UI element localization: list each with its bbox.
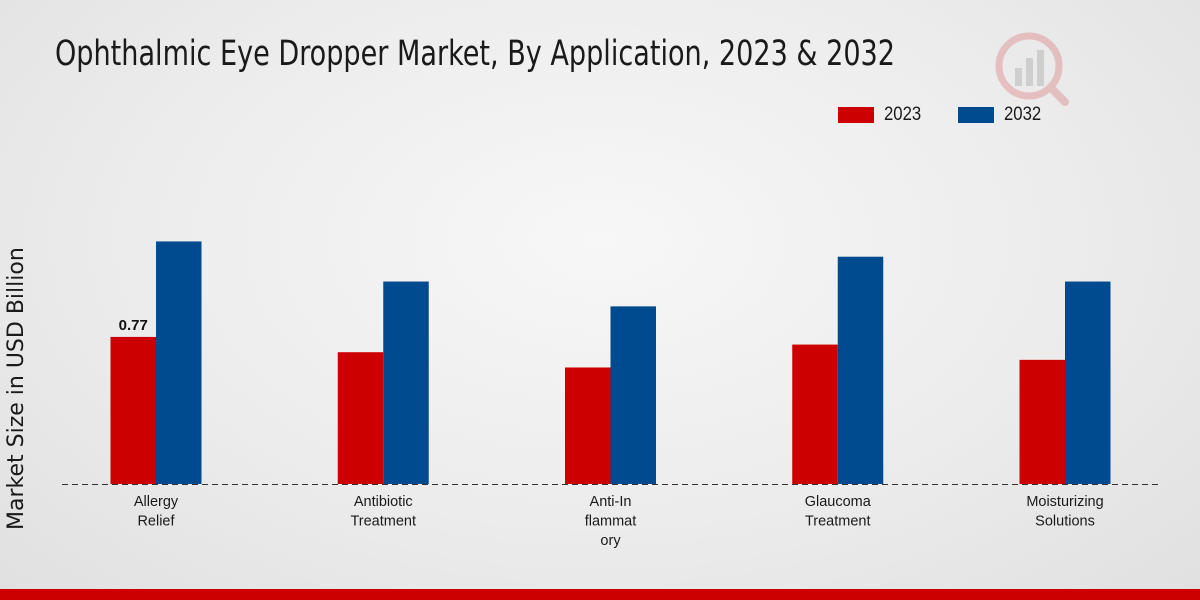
x-tick-label-0: Allergy Relief [134, 494, 179, 530]
legend-swatch-2023 [838, 107, 874, 123]
legend-label-2032: 2032 [1004, 104, 1042, 125]
bar-2032-4 [1065, 281, 1111, 484]
bar-2032-1 [383, 281, 429, 484]
bottom-accent-bar [0, 589, 1200, 600]
bar-2023-3 [792, 344, 838, 484]
x-tick-label-4: Moisturizing Solutions [1026, 494, 1103, 530]
bar-2023-1 [337, 352, 384, 484]
legend-item-2032: 2032 [958, 104, 1046, 126]
bar-2023-4 [1019, 359, 1065, 484]
bar-2023-0 [110, 336, 156, 484]
legend-swatch-2032 [958, 107, 994, 123]
x-tick-label-3: Glaucoma Treatment [805, 494, 872, 530]
bar-2032-2 [610, 306, 656, 484]
bar-2023-2 [565, 367, 611, 484]
x-tick-label-2: Anti-In flammat ory [585, 494, 637, 549]
x-tick-label-1: Antibiotic Treatment [350, 494, 416, 530]
legend-label-2023: 2023 [884, 104, 922, 125]
bar-2032-3 [837, 256, 884, 484]
bar-2032-0 [156, 241, 202, 484]
legend-item-2023: 2023 [838, 104, 926, 126]
watermark-logo-icon [995, 32, 1069, 106]
chart-title: Ophthalmic Eye Dropper Market, By Applic… [55, 34, 896, 74]
data-label-0: 0.77 [119, 317, 148, 334]
